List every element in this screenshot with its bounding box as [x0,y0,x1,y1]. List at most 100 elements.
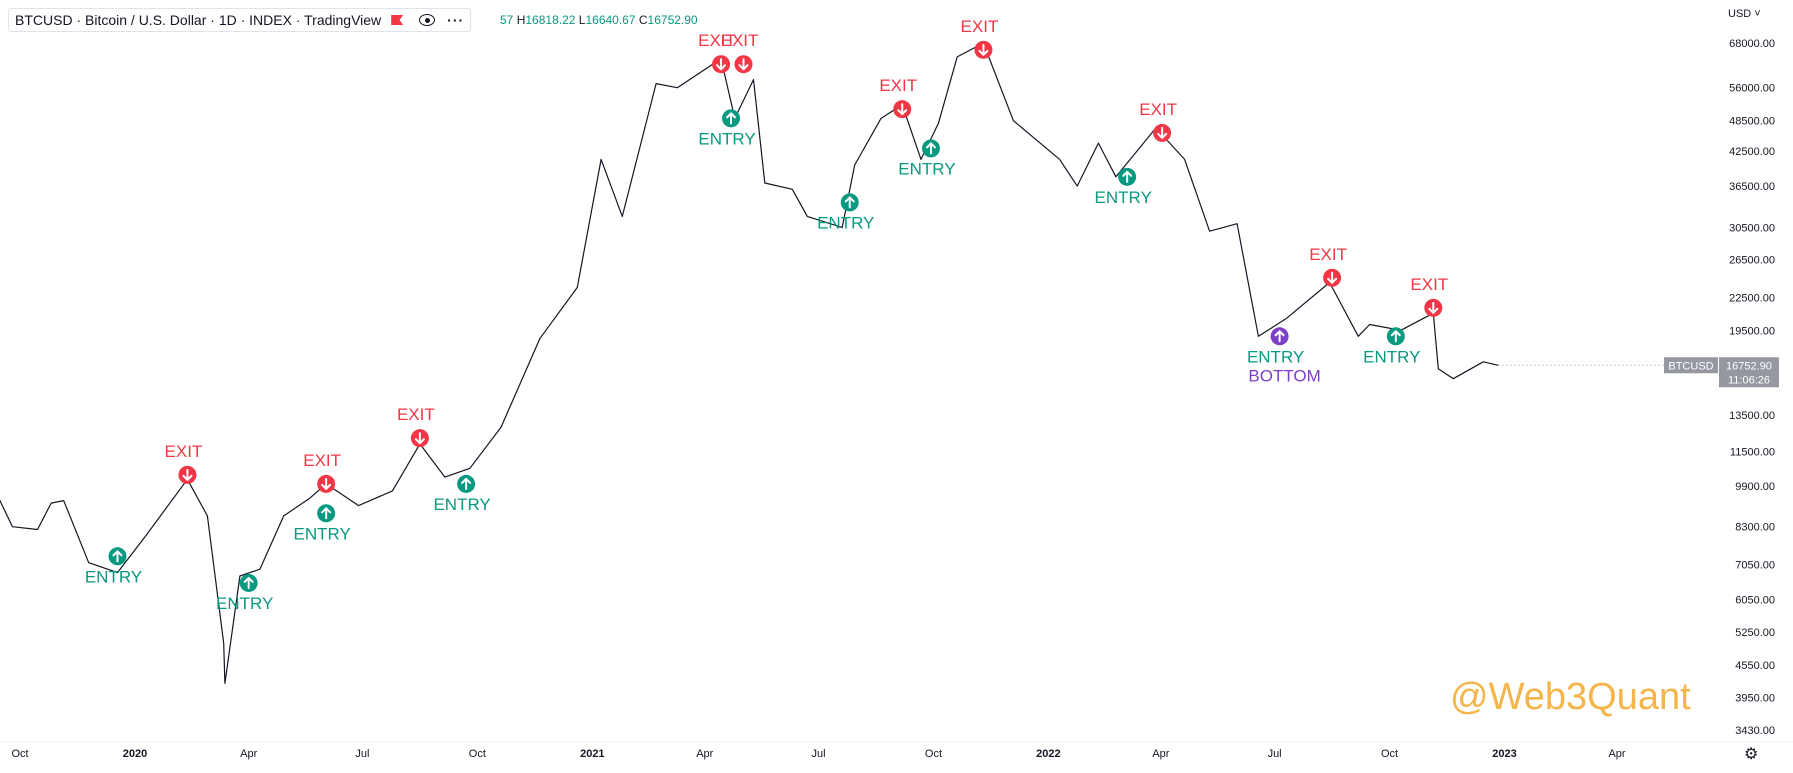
exit-label: EXIT [1309,245,1347,264]
arrow-up-icon [844,196,855,209]
watermark: @Web3Quant [1450,676,1691,718]
bottom-label: BOTTOM [1248,366,1320,385]
y-tick-label: 36500.00 [1729,181,1775,193]
arrow-down-icon [716,58,727,71]
price-tag [1719,357,1779,388]
arrow-down-icon [1327,271,1338,284]
symbol-tag-label: BTCUSD [1668,360,1713,372]
x-tick-label: Oct [925,748,942,760]
x-tick-label: Jul [355,748,369,760]
price-series-line [0,42,1499,685]
arrow-down-icon [414,432,425,445]
arrow-up-icon [1122,170,1133,183]
x-tick-label: Oct [11,748,28,760]
x-tick-label: 2021 [580,748,604,760]
y-tick-label: 19500.00 [1729,325,1775,337]
x-tick-label: Apr [696,748,713,760]
chart-title: BTCUSD · Bitcoin / U.S. Dollar · 1D · IN… [15,12,382,28]
arrow-up-icon [1274,330,1285,343]
y-tick-label: 4550.00 [1735,660,1775,672]
y-tick-label: 8300.00 [1735,522,1775,534]
x-tick-label: 2022 [1036,748,1060,760]
exit-label: EXIT [1410,275,1448,294]
high-value: 16818.22 [525,13,576,27]
exit-label: EXIT [303,451,341,470]
more-icon[interactable]: ··· [447,12,465,28]
chevron-down-icon: ˅ [1751,8,1761,20]
exit-label: EXIT [879,76,917,95]
y-tick-label: 26500.00 [1729,255,1775,267]
entry-label: ENTRY [817,213,874,232]
arrow-down-icon [182,468,193,481]
y-tick-label: 13500.00 [1729,410,1775,422]
low-label: L [578,13,586,27]
y-tick-label: 6050.00 [1735,594,1775,606]
arrow-up-icon [461,477,472,490]
symbol-legend[interactable]: BTCUSD · Bitcoin / U.S. Dollar · 1D · IN… [8,8,472,32]
y-tick-label: 42500.00 [1729,146,1775,158]
entry-label: ENTRY [85,567,142,586]
currency-label: USD [1728,8,1752,20]
y-tick-label: 68000.00 [1729,38,1775,50]
arrow-up-icon [243,576,254,589]
entry-label: ENTRY [216,594,273,613]
arrow-down-icon [321,477,332,490]
close-value: 16752.90 [647,13,698,27]
price-tag-countdown: 11:06:26 [1728,374,1770,386]
exit-label: EXIT [165,442,203,461]
close-label: C [638,13,648,27]
y-tick-label: 48500.00 [1729,116,1775,128]
entry-label: ENTRY [1094,188,1151,207]
x-tick-label: Apr [240,748,257,760]
ohlc-prefix: 57 [500,13,514,27]
y-tick-label: 5250.00 [1735,627,1775,639]
arrow-down-icon [897,103,908,116]
entry-label: ENTRY [1247,347,1304,366]
y-tick-label: 3430.00 [1735,725,1775,737]
arrow-down-icon [1157,126,1168,139]
currency-selector[interactable]: USD ˅ [1728,8,1761,20]
symbol-tag [1664,357,1718,374]
entry-label: ENTRY [1363,347,1420,366]
gear-icon[interactable]: ⚙ [1744,746,1759,763]
arrow-down-icon [738,58,749,71]
x-tick-label: Jul [1268,748,1282,760]
entry-label: ENTRY [898,159,955,178]
arrow-up-icon [1390,330,1401,343]
arrow-down-icon [978,43,989,56]
arrow-up-icon [925,142,936,155]
arrow-up-icon [112,550,123,563]
price-tag-value: 16752.90 [1726,360,1772,372]
exit-label: EXIT [698,31,736,50]
exit-label: EXIT [397,405,435,424]
exit-label: EXIT [1139,100,1177,119]
y-tick-label: 9900.00 [1735,481,1775,493]
y-tick-label: 30500.00 [1729,222,1775,234]
high-label: H [516,13,526,27]
exit-label: EXIT [721,31,759,50]
flag-icon[interactable] [391,15,404,25]
x-tick-label: 2020 [123,748,147,760]
y-tick-label: 7050.00 [1735,559,1775,571]
ohlc-readout: 57 H16818.22 L16640.67 C16752.90 [500,13,698,27]
y-tick-label: 3950.00 [1735,693,1775,705]
x-tick-label: Jul [811,748,825,760]
entry-label: ENTRY [433,495,490,514]
low-value: 16640.67 [585,13,636,27]
y-tick-label: 22500.00 [1729,292,1775,304]
eye-icon[interactable] [419,14,436,26]
arrow-down-icon [1428,301,1439,314]
x-tick-label: Oct [469,748,486,760]
x-tick-label: Apr [1152,748,1169,760]
x-tick-label: 2023 [1492,748,1516,760]
x-tick-label: Apr [1608,748,1625,760]
entry-label: ENTRY [293,524,350,543]
exit-label: EXIT [961,17,999,36]
y-tick-label: 56000.00 [1729,83,1775,95]
x-tick-label: Oct [1381,748,1398,760]
arrow-up-icon [726,112,737,125]
arrow-up-icon [321,507,332,520]
entry-label: ENTRY [698,129,755,148]
